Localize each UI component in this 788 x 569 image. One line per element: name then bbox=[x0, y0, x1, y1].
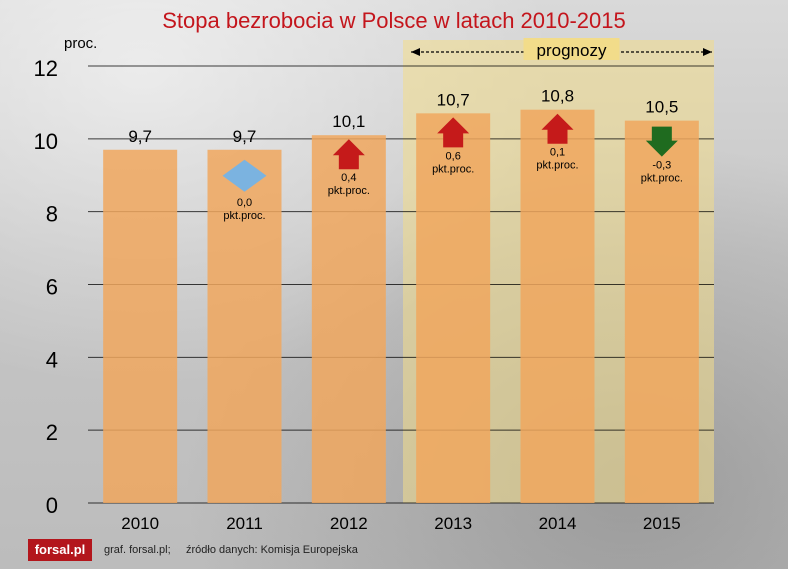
neutral-arrow-icon bbox=[222, 159, 267, 192]
y-tick-label-4: 4 bbox=[46, 347, 58, 372]
value-label-2013: 10,7 bbox=[437, 90, 470, 109]
forecast-label: prognozy bbox=[537, 41, 607, 60]
value-label-2014: 10,8 bbox=[541, 87, 574, 106]
change-value-2015: -0,3 bbox=[652, 160, 671, 172]
up-arrow-icon bbox=[437, 117, 470, 148]
forecast-arrow-right bbox=[703, 48, 712, 56]
graphic-credit: graf. forsal.pl; bbox=[104, 544, 171, 556]
y-tick-label-6: 6 bbox=[46, 275, 58, 300]
x-tick-label-2014: 2014 bbox=[539, 514, 577, 533]
bar-2012 bbox=[311, 135, 386, 504]
x-tick-label-2011: 2011 bbox=[226, 514, 263, 533]
value-label-2012: 10,1 bbox=[332, 112, 365, 131]
x-tick-label-2013: 2013 bbox=[434, 514, 472, 533]
y-axis-unit: proc. bbox=[64, 35, 97, 52]
y-tick-label-12: 12 bbox=[34, 56, 58, 81]
value-label-2015: 10,5 bbox=[645, 98, 678, 117]
change-unit-2015: pkt.proc. bbox=[641, 173, 683, 185]
y-tick-label-8: 8 bbox=[46, 202, 58, 227]
change-unit-2014: pkt.proc. bbox=[536, 160, 578, 172]
y-tick-label-2: 2 bbox=[46, 420, 58, 445]
change-value-2013: 0,6 bbox=[446, 150, 461, 162]
bar-2011 bbox=[207, 149, 282, 503]
x-tick-label-2015: 2015 bbox=[643, 514, 681, 533]
data-source: źródło danych: Komisja Europejska bbox=[186, 544, 358, 556]
change-value-2011: 0,0 bbox=[237, 197, 252, 209]
bar-2010 bbox=[103, 149, 178, 503]
value-label-2011: 9,7 bbox=[233, 127, 257, 146]
down-arrow-icon bbox=[645, 126, 678, 157]
forsal-logo: forsal.pl bbox=[28, 539, 92, 561]
up-arrow-icon bbox=[541, 113, 574, 144]
change-value-2012: 0,4 bbox=[341, 172, 356, 184]
y-tick-label-0: 0 bbox=[46, 493, 58, 518]
value-label-2010: 9,7 bbox=[128, 127, 152, 146]
change-unit-2011: pkt.proc. bbox=[223, 210, 265, 222]
x-tick-label-2012: 2012 bbox=[330, 514, 368, 533]
x-tick-label-2010: 2010 bbox=[121, 514, 159, 533]
bar-2015 bbox=[624, 120, 699, 503]
up-arrow-icon bbox=[332, 139, 365, 170]
change-unit-2012: pkt.proc. bbox=[328, 185, 370, 197]
change-value-2014: 0,1 bbox=[550, 147, 565, 159]
forecast-label-bg bbox=[523, 38, 620, 60]
y-tick-label-10: 10 bbox=[34, 129, 58, 154]
chart-title: Stopa bezrobocia w Polsce w latach 2010-… bbox=[162, 8, 626, 33]
bar-2014 bbox=[520, 109, 595, 503]
forecast-arrow-left bbox=[411, 48, 420, 56]
change-unit-2013: pkt.proc. bbox=[432, 163, 474, 175]
bar-2013 bbox=[416, 113, 491, 503]
